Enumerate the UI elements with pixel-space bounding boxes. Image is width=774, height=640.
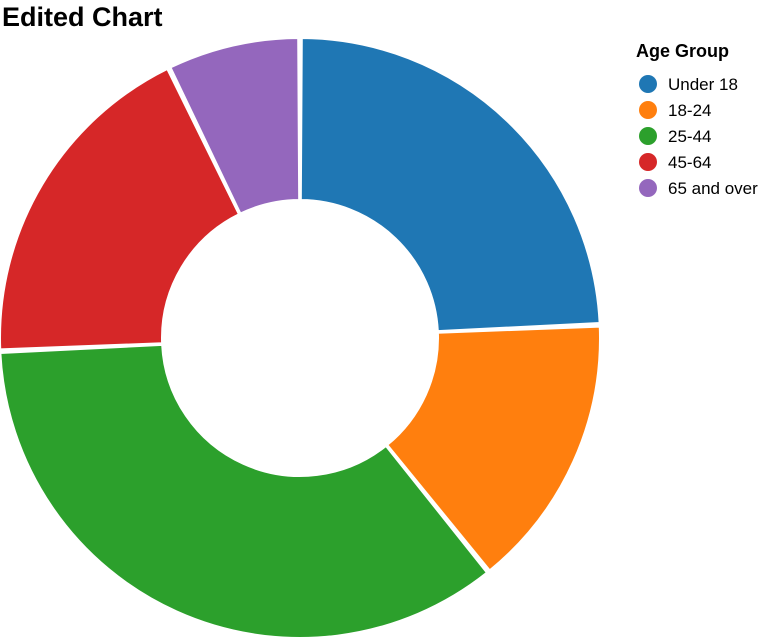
legend-swatch <box>639 127 657 145</box>
legend: Age Group Under 18 18-24 25-44 45-64 65 and … <box>636 41 758 198</box>
legend-label: 45-64 <box>668 153 711 172</box>
slice-18-24 <box>386 325 601 572</box>
slice-65-and-over <box>169 37 301 215</box>
chart-title: Edited Chart <box>2 2 163 32</box>
legend-title: Age Group <box>636 41 729 61</box>
legend-label: 65 and over <box>668 179 758 198</box>
slice-25-44 <box>0 343 488 639</box>
legend-label: 18-24 <box>668 101 711 120</box>
slice-under-18 <box>299 37 601 333</box>
legend-label: 25-44 <box>668 127 711 146</box>
legend-swatch <box>639 101 657 119</box>
legend-swatch <box>639 153 657 171</box>
donut-slices <box>0 37 601 639</box>
legend-swatch <box>639 75 657 93</box>
legend-items: Under 18 18-24 25-44 45-64 65 and over <box>639 75 758 198</box>
legend-swatch <box>639 179 657 197</box>
slice-45-64 <box>0 67 240 351</box>
legend-label: Under 18 <box>668 75 738 94</box>
